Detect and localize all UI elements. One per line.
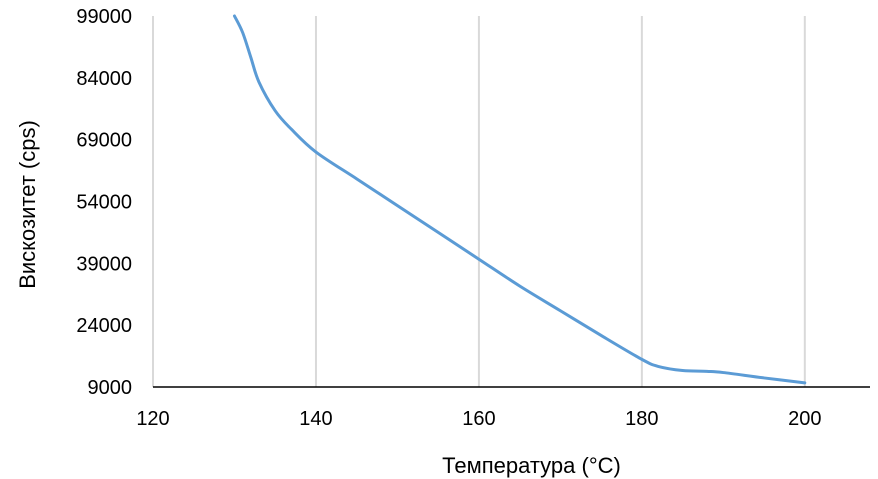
x-tick-label: 160 xyxy=(462,408,495,430)
y-tick-label: 24000 xyxy=(76,315,132,337)
y-tick-label: 54000 xyxy=(76,192,132,214)
y-tick-label: 84000 xyxy=(76,68,132,90)
y-tick-label: 99000 xyxy=(76,6,132,28)
y-tick-label: 69000 xyxy=(76,130,132,152)
x-tick-label: 140 xyxy=(299,408,332,430)
x-tick-label: 120 xyxy=(136,408,169,430)
x-tick-label: 200 xyxy=(788,408,821,430)
series-layer xyxy=(232,14,807,385)
tick-layer: 120 140 160 180 200 9000 24000 39000 54000 69000 8… xyxy=(76,6,821,430)
y-axis-title: Вискозитет (cps) xyxy=(15,120,40,289)
grid-layer xyxy=(152,16,806,387)
y-tick-label: 39000 xyxy=(76,253,132,275)
x-axis-title: Температура (°C) xyxy=(442,453,621,478)
y-tick-label: 9000 xyxy=(88,377,133,399)
x-tick-label: 180 xyxy=(625,408,658,430)
series-line-0 xyxy=(232,14,807,385)
